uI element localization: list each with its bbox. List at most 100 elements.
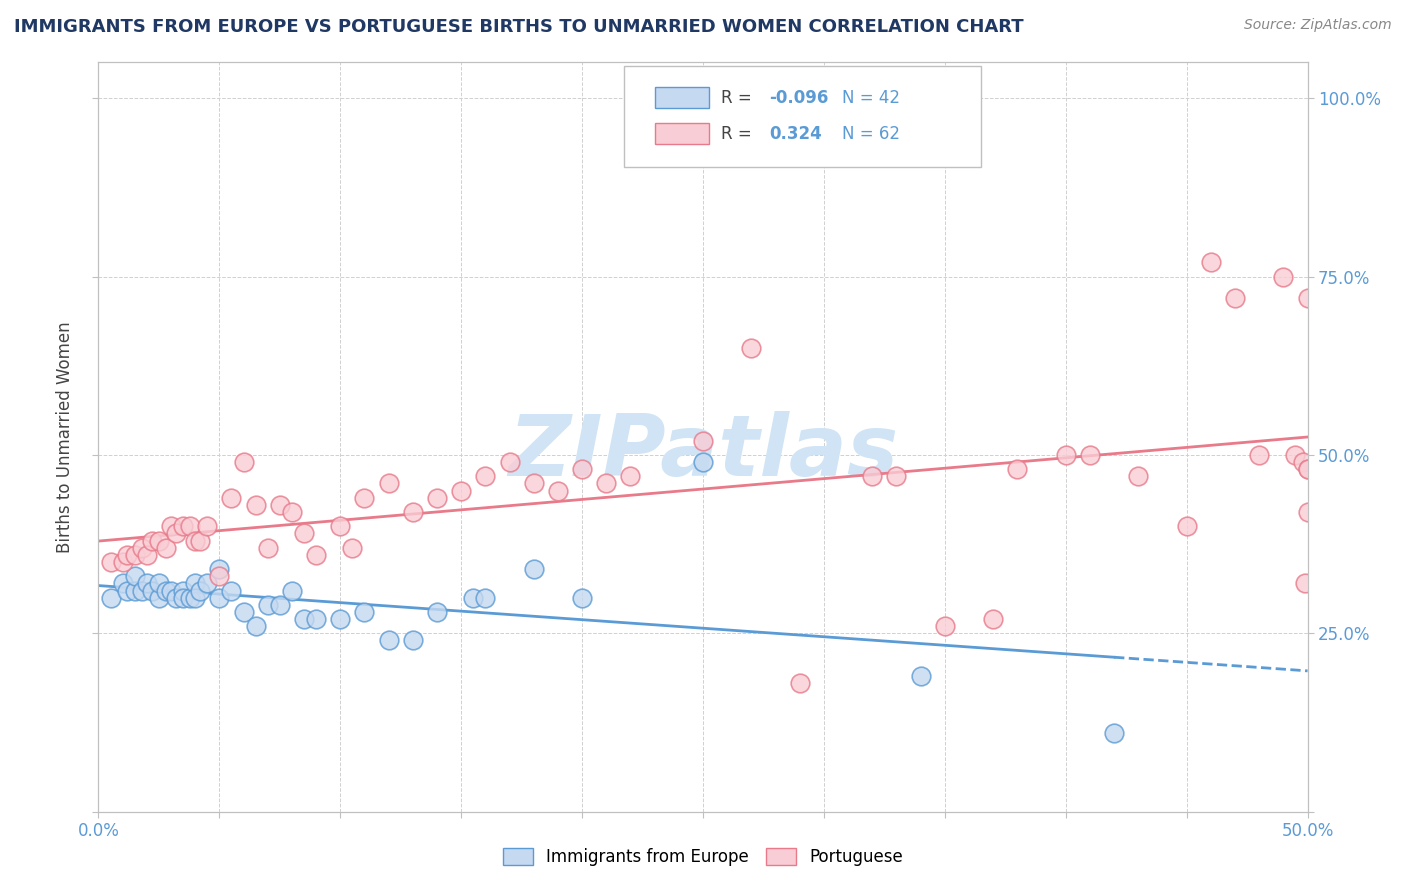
Point [305, 612, 328, 626]
Point [269, 498, 291, 512]
Point [571, 462, 593, 476]
Point [740, 341, 762, 355]
Point [498, 455, 520, 469]
Point [100, 555, 122, 569]
Point [148, 591, 170, 605]
Text: N = 62: N = 62 [842, 125, 900, 143]
Point [692, 455, 714, 469]
Point [184, 533, 207, 548]
Text: Source: ZipAtlas.com: Source: ZipAtlas.com [1244, 18, 1392, 32]
Point [195, 576, 218, 591]
Point [245, 498, 267, 512]
FancyBboxPatch shape [655, 123, 709, 145]
Point [111, 555, 134, 569]
Y-axis label: Births to Unmarried Women: Births to Unmarried Women [56, 321, 75, 553]
Point [1296, 505, 1319, 519]
Point [100, 591, 122, 605]
Point [245, 619, 267, 633]
Point [1223, 291, 1246, 305]
Point [1102, 726, 1125, 740]
Point [450, 483, 472, 498]
Point [1007, 462, 1029, 476]
Point [131, 541, 153, 555]
Point [1175, 519, 1198, 533]
Point [1296, 462, 1319, 476]
Point [148, 533, 170, 548]
Text: ZIPatlas: ZIPatlas [508, 410, 898, 493]
Point [547, 483, 569, 498]
Legend: Immigrants from Europe, Portuguese: Immigrants from Europe, Portuguese [495, 840, 911, 875]
Point [1054, 448, 1077, 462]
Point [571, 591, 593, 605]
Point [426, 605, 449, 619]
Point [124, 583, 146, 598]
Point [789, 676, 811, 690]
Text: R =: R = [721, 125, 758, 143]
Point [860, 469, 883, 483]
Point [172, 583, 194, 598]
Point [377, 476, 399, 491]
Point [474, 591, 496, 605]
Point [305, 548, 328, 562]
Point [135, 576, 157, 591]
Point [1292, 455, 1315, 469]
Point [692, 434, 714, 448]
Point [1078, 448, 1101, 462]
Text: -0.096: -0.096 [769, 88, 830, 107]
Text: R =: R = [721, 88, 758, 107]
Point [172, 591, 194, 605]
Point [117, 548, 139, 562]
Point [402, 505, 425, 519]
Point [619, 469, 641, 483]
Point [342, 541, 364, 555]
Point [377, 633, 399, 648]
Point [256, 541, 278, 555]
Point [165, 591, 187, 605]
Point [292, 526, 315, 541]
Point [474, 469, 496, 483]
Point [135, 548, 157, 562]
Point [595, 476, 617, 491]
Text: 0.324: 0.324 [769, 125, 823, 143]
Point [886, 469, 908, 483]
Point [160, 519, 183, 533]
Point [232, 605, 254, 619]
Point [141, 583, 163, 598]
Point [402, 633, 425, 648]
Point [353, 491, 375, 505]
Point [329, 612, 352, 626]
Point [1296, 462, 1319, 476]
Point [232, 455, 254, 469]
Point [353, 605, 375, 619]
Point [117, 583, 139, 598]
Point [1294, 576, 1316, 591]
Text: IMMIGRANTS FROM EUROPE VS PORTUGUESE BIRTHS TO UNMARRIED WOMEN CORRELATION CHART: IMMIGRANTS FROM EUROPE VS PORTUGUESE BIR… [14, 18, 1024, 36]
Point [1199, 255, 1222, 269]
Point [221, 491, 243, 505]
Point [1128, 469, 1150, 483]
Point [172, 519, 194, 533]
Point [1249, 448, 1271, 462]
Point [155, 583, 177, 598]
Point [131, 583, 153, 598]
Point [188, 583, 211, 598]
Point [910, 669, 932, 683]
Point [934, 619, 956, 633]
Point [269, 598, 291, 612]
Point [188, 533, 211, 548]
Point [292, 612, 315, 626]
Point [141, 533, 163, 548]
Point [981, 612, 1004, 626]
Point [184, 591, 207, 605]
Point [179, 591, 201, 605]
Point [208, 591, 231, 605]
Point [111, 576, 134, 591]
Point [195, 519, 218, 533]
Point [463, 591, 485, 605]
Point [124, 548, 146, 562]
Point [148, 576, 170, 591]
Point [523, 562, 546, 576]
Point [179, 519, 201, 533]
Point [256, 598, 278, 612]
Point [281, 505, 304, 519]
